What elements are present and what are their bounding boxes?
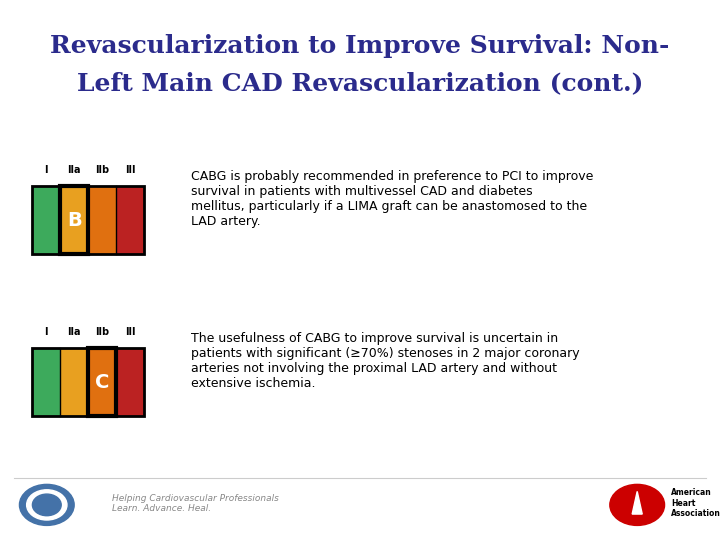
Bar xyxy=(32,186,60,254)
Bar xyxy=(60,186,89,254)
Text: III: III xyxy=(125,327,135,337)
Circle shape xyxy=(27,490,67,520)
Circle shape xyxy=(610,484,665,525)
Text: Revascularization to Improve Survival: Non-: Revascularization to Improve Survival: N… xyxy=(50,34,670,58)
Text: The usefulness of CABG to improve survival is uncertain in
patients with signifi: The usefulness of CABG to improve surviv… xyxy=(191,332,580,390)
Circle shape xyxy=(19,484,74,525)
Text: C: C xyxy=(95,373,109,392)
Bar xyxy=(32,348,144,416)
Polygon shape xyxy=(632,491,642,514)
Text: IIb: IIb xyxy=(95,165,109,175)
Bar xyxy=(60,348,89,416)
Bar xyxy=(60,186,89,254)
Bar xyxy=(32,348,60,416)
Bar xyxy=(116,186,144,254)
Text: Left Main CAD Revascularization (cont.): Left Main CAD Revascularization (cont.) xyxy=(77,72,643,96)
Text: IIa: IIa xyxy=(68,165,81,175)
Text: B: B xyxy=(67,211,81,229)
Text: I: I xyxy=(45,327,48,337)
Bar xyxy=(89,348,116,416)
Bar xyxy=(32,186,144,254)
Text: III: III xyxy=(125,165,135,175)
Text: IIb: IIb xyxy=(95,327,109,337)
Circle shape xyxy=(32,494,61,516)
Text: IIa: IIa xyxy=(68,327,81,337)
Bar xyxy=(116,348,144,416)
Bar xyxy=(89,186,116,254)
Text: I: I xyxy=(45,165,48,175)
Text: Helping Cardiovascular Professionals
Learn. Advance. Heal.: Helping Cardiovascular Professionals Lea… xyxy=(112,494,279,513)
Text: American
Heart
Association®: American Heart Association® xyxy=(671,488,720,518)
Bar xyxy=(89,348,116,416)
Text: CABG is probably recommended in preference to PCI to improve
survival in patient: CABG is probably recommended in preferen… xyxy=(191,170,593,228)
